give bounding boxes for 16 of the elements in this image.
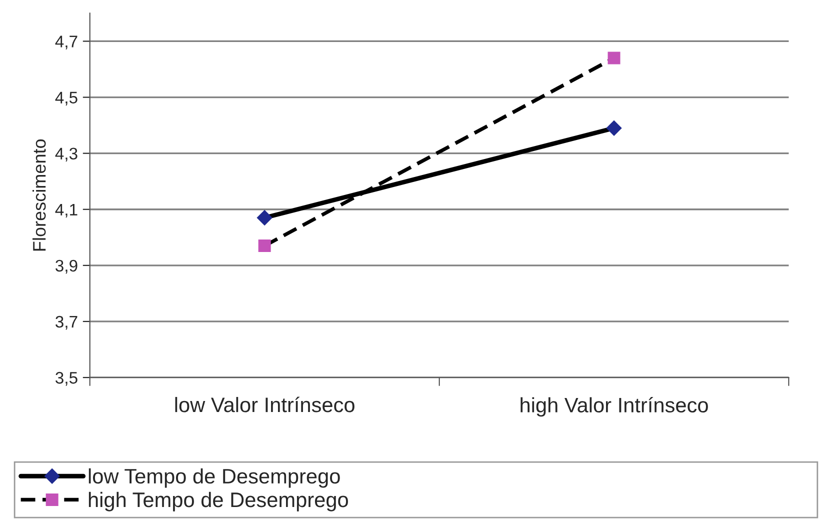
- point: [258, 240, 271, 252]
- y-tick-label: 4,5: [55, 92, 78, 106]
- legend-label: low Tempo de Desemprego: [88, 468, 340, 488]
- y-axis-title: Florescimento: [32, 139, 46, 251]
- y-tick-label: 4,3: [55, 148, 78, 162]
- legend-label: high Tempo de Desemprego: [88, 492, 348, 512]
- y-tick-label: 3,7: [56, 316, 78, 330]
- x-tick-label: low Valor Intrínseco: [175, 396, 354, 412]
- y-tick-label: 4,1: [55, 204, 78, 218]
- y-tick-label: 3,9: [56, 260, 78, 274]
- point: [608, 52, 620, 64]
- y-tick-label: 3,5: [56, 372, 78, 386]
- point: [257, 210, 272, 226]
- y-tick-label: 4,7: [55, 36, 78, 50]
- point: [606, 120, 622, 136]
- x-tick-label: high Valor Intrínseco: [520, 396, 708, 417]
